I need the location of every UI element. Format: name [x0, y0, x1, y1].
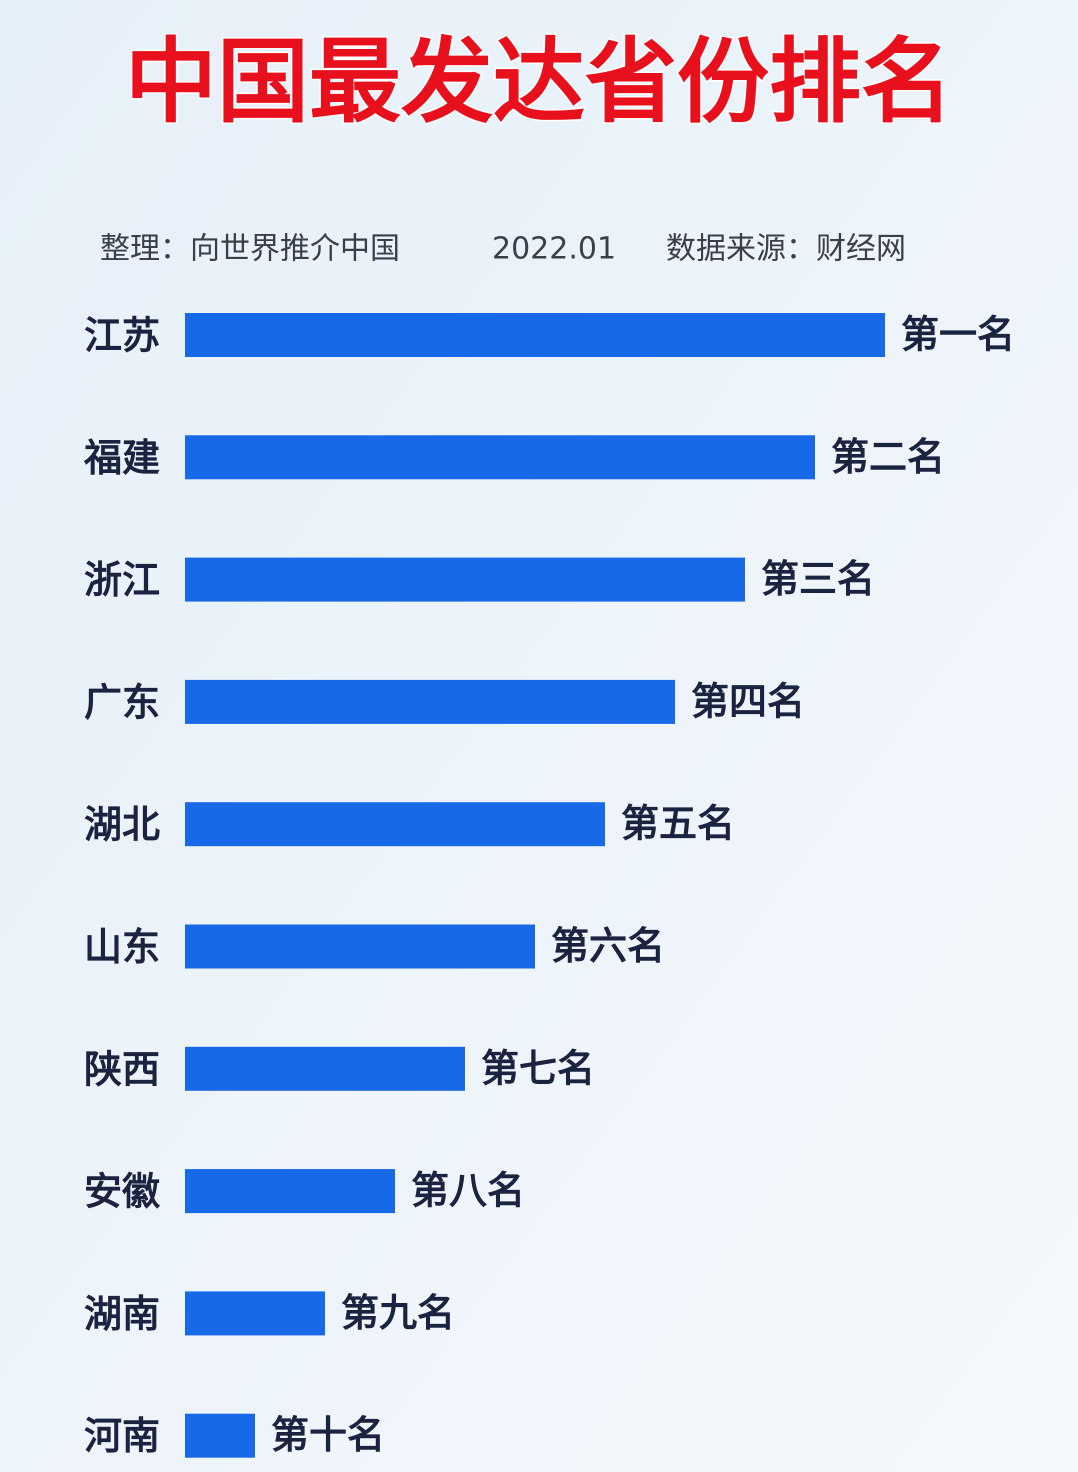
category-label: 江苏	[84, 314, 160, 358]
subtitle: 2022.01	[492, 232, 616, 267]
bar	[185, 435, 815, 480]
category-label: 湖北	[84, 803, 160, 847]
category-label: 陕西	[84, 1047, 160, 1091]
category-label: 浙江	[84, 558, 160, 602]
rank-label: 第三名	[761, 557, 875, 601]
bar	[185, 313, 885, 357]
subtitle: 数据来源：财经网	[666, 232, 906, 267]
rank-label: 第一名	[901, 313, 1015, 357]
rank-label: 第四名	[691, 679, 805, 723]
bar	[185, 1169, 395, 1214]
rank-label: 第九名	[341, 1291, 455, 1335]
bar	[185, 679, 675, 724]
category-label: 山东	[84, 925, 160, 969]
rank-label: 第十名	[271, 1413, 385, 1457]
rank-label: 第八名	[411, 1169, 525, 1213]
bar	[185, 1291, 325, 1336]
rank-label: 第六名	[551, 924, 665, 968]
chart-title: 中国最发达省份排名	[125, 28, 953, 135]
category-label: 广东	[84, 680, 160, 724]
bar	[185, 924, 535, 969]
rank-label: 第五名	[621, 802, 735, 846]
rank-label: 第二名	[831, 435, 945, 479]
bar	[185, 557, 745, 602]
bar	[185, 802, 605, 847]
bar	[185, 1046, 465, 1091]
category-label: 福建	[83, 436, 160, 480]
subtitle: 整理：向世界推介中国	[100, 232, 400, 267]
category-label: 湖南	[84, 1292, 160, 1336]
rank-label: 第七名	[481, 1046, 595, 1090]
bar	[185, 1413, 255, 1458]
category-label: 安徽	[84, 1170, 161, 1214]
category-label: 河南	[84, 1414, 160, 1458]
